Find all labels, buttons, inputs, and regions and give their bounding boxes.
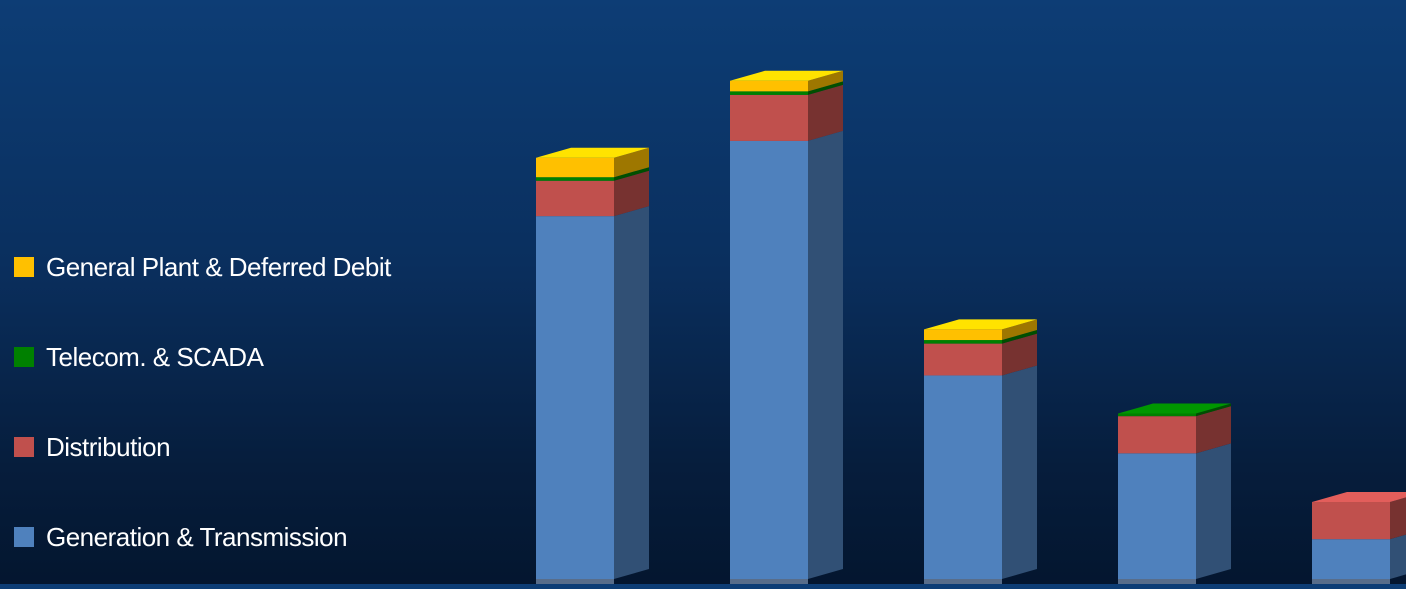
bar-1-general-plant-deferred-debit-side [614, 147, 649, 178]
legend-swatch-generation-transmission [14, 527, 34, 547]
legend-label-generation-transmission: Generation & Transmission [46, 521, 348, 552]
legend-label-general-plant: General Plant & Deferred Debit [46, 251, 391, 282]
bar-base-3 [924, 579, 1002, 584]
bar-5-generation-transmission [1312, 539, 1390, 579]
bar-4-distribution-side [1196, 406, 1231, 454]
bar-2-distribution [730, 94, 808, 141]
bar-base-4 [1118, 579, 1196, 584]
bar-4-top [1118, 403, 1231, 414]
bar-4-telecom-scada-side [1196, 403, 1231, 417]
bar-5-generation-transmission-side [1390, 534, 1406, 579]
bar-3-generation-transmission-side [1002, 365, 1037, 579]
bar-4-distribution [1118, 416, 1196, 454]
bar-3-distribution [924, 343, 1002, 376]
bar-3-top [924, 319, 1037, 330]
bar-2-general-plant-deferred-debit-side [808, 70, 843, 92]
bar-1-telecom-scada-side [614, 167, 649, 181]
legend-item-telecom-scada: Telecom. & SCADA [14, 335, 264, 379]
bar-4-generation-transmission [1118, 453, 1196, 579]
bar-3-general-plant-deferred-debit-side [1002, 319, 1037, 341]
bar-1-top [536, 147, 649, 158]
bar-base-2 [730, 579, 808, 584]
bar-group-4 [1118, 403, 1231, 584]
bar-3-general-plant-deferred-debit [924, 329, 1002, 341]
bar-1-telecom-scada [536, 177, 614, 181]
bar-2-telecom-scada-side [808, 81, 843, 95]
bar-3-telecom-scada-side [1002, 330, 1037, 344]
bar-4-generation-transmission-side [1196, 443, 1231, 579]
bar-base-5 [1312, 579, 1390, 584]
bar-group-3 [924, 319, 1037, 584]
bar-group-1 [536, 147, 649, 584]
bar-5-distribution-side [1390, 497, 1406, 540]
bar-group-5 [1312, 492, 1406, 584]
legend-label-distribution: Distribution [46, 431, 171, 462]
legend-swatch-telecom-scada [14, 347, 34, 367]
legend-item-distribution: Distribution [14, 425, 171, 469]
bar-5-distribution [1312, 502, 1390, 540]
bar-1-distribution-side [614, 170, 649, 217]
bar-group-2 [730, 70, 843, 584]
bar-3-generation-transmission [924, 375, 1002, 579]
bar-2-top [730, 70, 843, 81]
bar-base-1 [536, 579, 614, 584]
bar-3-distribution-side [1002, 333, 1037, 376]
bar-2-telecom-scada [730, 91, 808, 95]
bar-2-generation-transmission-side [808, 130, 843, 580]
legend-item-generation-transmission: Generation & Transmission [14, 515, 348, 559]
bar-1-generation-transmission [536, 216, 614, 579]
legend-label-telecom-scada: Telecom. & SCADA [46, 341, 264, 372]
bar-5-top [1312, 492, 1406, 503]
bar-4-telecom-scada [1118, 413, 1196, 417]
bar-2-generation-transmission [730, 140, 808, 580]
legend-swatch-general-plant [14, 257, 34, 277]
bar-1-distribution [536, 180, 614, 217]
bar-1-generation-transmission-side [614, 206, 649, 579]
bar-2-general-plant-deferred-debit [730, 80, 808, 92]
legend-swatch-distribution [14, 437, 34, 457]
bar-3-telecom-scada [924, 340, 1002, 344]
bar-1-general-plant-deferred-debit [536, 157, 614, 178]
legend-item-general-plant: General Plant & Deferred Debit [14, 245, 391, 289]
bar-2-distribution-side [808, 84, 843, 141]
